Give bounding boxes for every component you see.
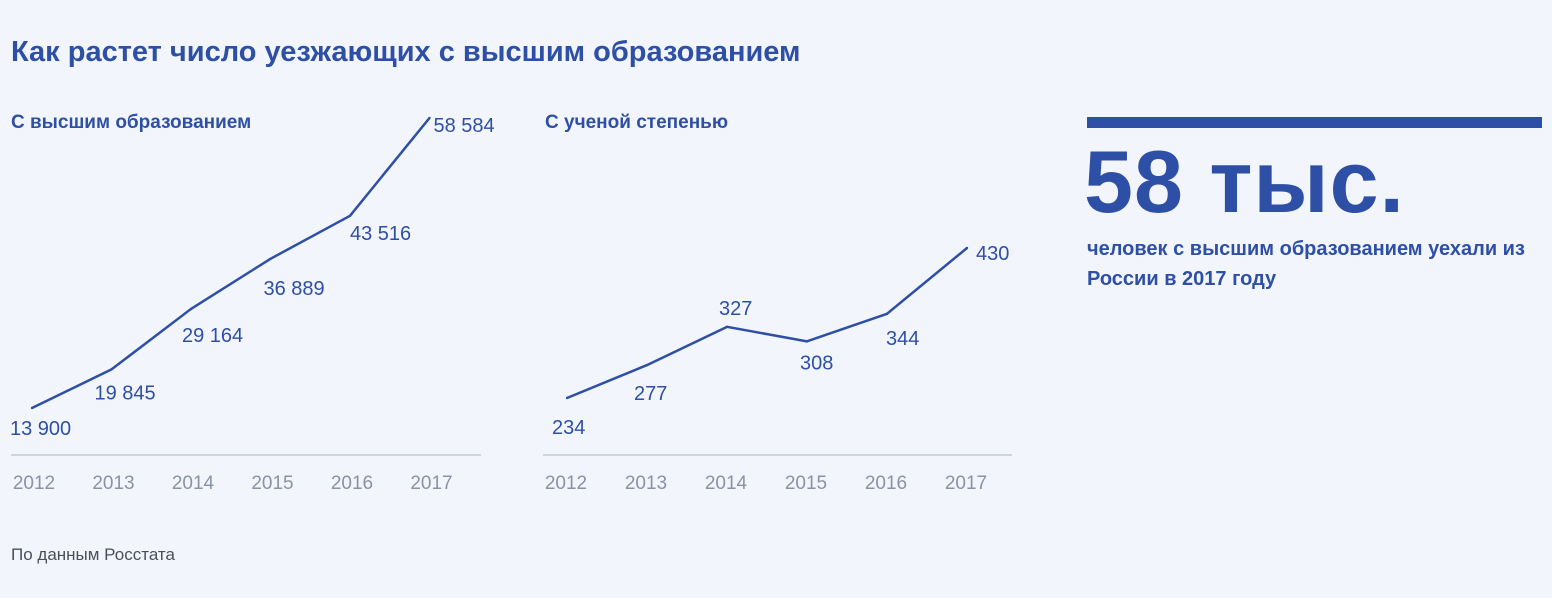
data-label: 43 516 bbox=[350, 223, 411, 245]
x-tick-label: 2016 bbox=[331, 473, 373, 494]
data-point bbox=[348, 214, 352, 217]
x-tick-label: 2017 bbox=[945, 473, 987, 494]
x-tick-label: 2014 bbox=[172, 473, 215, 494]
x-tick-label: 2015 bbox=[785, 473, 827, 494]
kpi-accent-bar bbox=[1087, 117, 1542, 128]
data-point bbox=[965, 246, 969, 250]
chart-academic-degree: С ученой степенью 234 277 327 308 344 430 2012… bbox=[532, 100, 1032, 500]
data-point bbox=[645, 363, 649, 367]
data-label: 58 584 bbox=[434, 115, 495, 137]
x-tick-label: 2013 bbox=[625, 473, 667, 494]
data-label: 344 bbox=[886, 328, 919, 350]
data-label: 234 bbox=[552, 417, 585, 439]
data-label: 327 bbox=[719, 298, 752, 320]
x-tick-label: 2014 bbox=[705, 473, 748, 494]
kpi-caption: человек с высшим образованием уехали из … bbox=[1087, 238, 1525, 290]
x-tick-label: 2012 bbox=[545, 473, 587, 494]
x-tick-label: 2012 bbox=[13, 473, 55, 494]
data-point bbox=[110, 368, 113, 371]
chart-higher-education: С высшим образованием 13 900 19 845 29 164… bbox=[0, 100, 500, 500]
data-point bbox=[725, 325, 729, 329]
series-line bbox=[31, 117, 431, 410]
data-point bbox=[428, 116, 431, 120]
data-label: 277 bbox=[634, 383, 667, 405]
series-line bbox=[566, 247, 968, 400]
x-tick-label: 2013 bbox=[92, 473, 134, 494]
x-tick-label: 2015 bbox=[251, 473, 293, 494]
data-label: 29 164 bbox=[182, 325, 243, 347]
chart-title-higher-education: С высшим образованием bbox=[11, 112, 252, 133]
data-label: 13 900 bbox=[10, 418, 71, 440]
chart-title-academic-degree: С ученой степенью bbox=[545, 112, 729, 133]
data-point bbox=[885, 312, 889, 316]
data-point bbox=[30, 406, 34, 410]
data-label: 430 bbox=[976, 243, 1009, 265]
kpi-value: 58 тыс. bbox=[1084, 132, 1405, 231]
data-label: 308 bbox=[800, 352, 833, 374]
line-chart-academic-degree: 234 277 327 308 344 430 2012 2013 2014 2015 2016 20… bbox=[543, 243, 1012, 494]
page-title: Как растет число уезжающих с высшим обра… bbox=[11, 36, 801, 68]
data-point bbox=[189, 307, 193, 311]
data-point bbox=[269, 257, 272, 261]
line-chart-higher-education: 13 900 19 845 29 164 36 889 43 516 58 584 2012… bbox=[10, 115, 495, 494]
x-tick-label: 2017 bbox=[410, 473, 452, 494]
x-tick-label: 2016 bbox=[865, 473, 907, 494]
data-label: 19 845 bbox=[95, 382, 156, 404]
data-point bbox=[805, 340, 809, 343]
source-note: По данным Росстата bbox=[11, 545, 175, 564]
data-label: 36 889 bbox=[264, 278, 325, 300]
data-point bbox=[565, 396, 569, 400]
